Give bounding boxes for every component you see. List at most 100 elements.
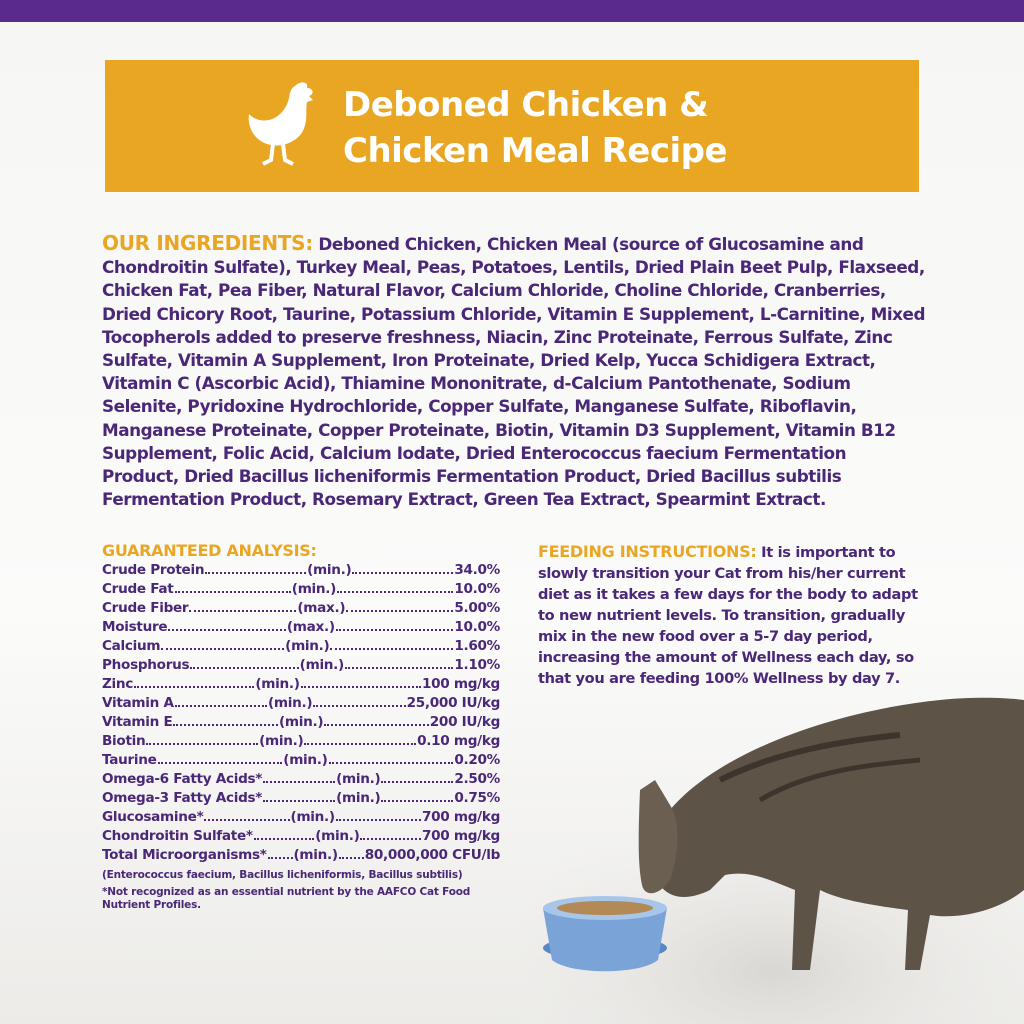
analysis-heading: GUARANTEED ANALYSIS: [102,541,317,560]
analysis-row: Calcium (min.) 1.60% [102,637,500,656]
leader [174,591,291,593]
nutrient: Crude Protein [102,562,205,578]
nutrient: Total Microorganisms* [102,847,267,863]
value: 10.0% [454,581,501,597]
leader [335,819,421,821]
leader [173,724,278,726]
nutrient: Crude Fat [102,581,174,597]
leader [304,743,417,745]
basis: (min.) [283,752,328,768]
leader [263,781,336,783]
value: 2.50% [454,771,501,787]
analysis-row: Omega-3 Fatty Acids* (min.) 0.75% [102,789,500,808]
analysis-row: Crude Fiber (max.) 5.00% [102,599,500,618]
leader [174,705,267,707]
nutrient: Omega-3 Fatty Acids* [102,790,263,806]
value: 0.75% [454,790,501,806]
chicken-icon [248,82,313,166]
leader [168,629,286,631]
nutrient: Calcium [102,638,161,654]
nutrient: Zinc [102,676,134,692]
basis: (min.) [336,790,381,806]
analysis-row: Taurine (min.) 0.20% [102,751,500,770]
analysis-rows: Crude Protein (min.) 34.0% Crude Fat (min.) 1… [102,561,500,865]
cat-illustration [520,697,1024,1024]
leader [352,572,454,574]
leader [344,667,454,669]
basis: (max.) [286,619,335,635]
basis: (min.) [291,581,337,597]
leader [146,743,259,745]
leader [190,667,299,669]
analysis-note: (Enterococcus faecium, Bacillus lichenif… [102,869,463,881]
top-bar [0,0,1024,22]
basis: (min.) [307,562,352,578]
basis: (min.) [267,695,313,711]
value: 10.0% [454,619,500,635]
value: 100 mg/kg [421,676,500,692]
analysis-row: Phosphorus (min.) 1.10% [102,656,500,675]
analysis-row: Vitamin A (min.) 25,000 IU/kg [102,694,500,713]
value: 0.20% [454,752,500,768]
analysis-row: Crude Fat (min.) 10.0% [102,580,500,599]
nutrient: Moisture [102,619,168,635]
nutrient: Vitamin E [102,714,173,730]
title-line: Chicken Meal Recipe [343,131,728,171]
value: 5.00% [454,600,501,616]
leader [300,686,421,688]
leader [381,800,454,802]
leader [328,762,454,764]
nutrient: Taurine [102,752,157,768]
value: 80,000,000 CFU/lb [364,847,501,863]
value: 1.60% [454,638,500,654]
leader [360,838,421,840]
nutrient: Vitamin A [102,695,174,711]
nutrient: Chondroitin Sulfate* [102,828,253,844]
ingredients-heading: OUR INGREDIENTS: [102,231,313,255]
basis: (min.) [290,809,336,825]
feeding-text: It is important to slowly transition you… [538,544,918,687]
basis: (min.) [315,828,360,844]
leader [335,629,454,631]
value: 1.10% [454,657,501,673]
leader [189,610,297,612]
value: 200 IU/kg [429,714,501,730]
nutrient: Omega-6 Fatty Acids* [102,771,263,787]
analysis-row: Total Microorganisms* (min.) 80,000,000 CF… [102,846,500,865]
leader [205,572,307,574]
ingredients: OUR INGREDIENTS: Deboned Chicken, Chicke… [102,231,928,511]
leader [267,857,293,859]
title-line: Deboned Chicken & [343,85,709,125]
leader [263,800,336,802]
title-banner: Deboned Chicken & Chicken Meal Recipe [105,60,919,192]
analysis-row: Vitamin E (min.) 200 IU/kg [102,713,500,732]
value: 0.10 mg/kg [417,733,501,749]
leader [381,781,454,783]
nutrient: Phosphorus [102,657,190,673]
analysis-note: *Not recognized as an essential nutrient… [102,886,471,911]
nutrient: Crude Fiber [102,600,189,616]
title: Deboned Chicken & Chicken Meal Recipe [343,82,728,174]
nutrient: Glucosamine* [102,809,204,825]
basis: (max.) [297,600,346,616]
leader [313,705,406,707]
analysis-row: Omega-6 Fatty Acids* (min.) 2.50% [102,770,500,789]
analysis-row: Glucosamine* (min.) 700 mg/kg [102,808,500,827]
analysis-row: Zinc (min.) 100 mg/kg [102,675,500,694]
leader [253,838,315,840]
leader [324,724,429,726]
leader [338,857,364,859]
basis: (min.) [278,714,324,730]
value: 700 mg/kg [421,828,500,844]
ingredients-text: Deboned Chicken, Chicken Meal (source of… [102,234,926,510]
feeding-instructions: FEEDING INSTRUCTIONS: It is important to… [538,541,938,689]
leader [330,648,454,650]
analysis-row: Crude Protein (min.) 34.0% [102,561,500,580]
analysis-row: Chondroitin Sulfate* (min.) 700 mg/kg [102,827,500,846]
analysis-row: Moisture (max.) 10.0% [102,618,500,637]
leader [157,762,283,764]
basis: (min.) [285,638,330,654]
basis: (min.) [259,733,304,749]
basis: (min.) [293,847,339,863]
